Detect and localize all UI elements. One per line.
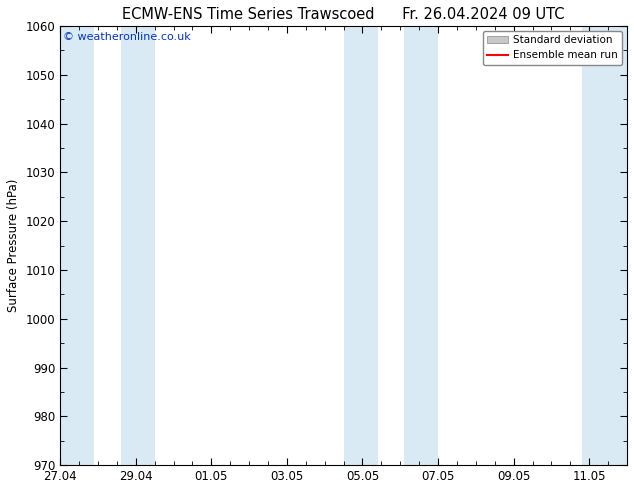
Bar xyxy=(582,26,627,465)
Y-axis label: Surface Pressure (hPa): Surface Pressure (hPa) xyxy=(7,179,20,312)
Bar xyxy=(404,26,438,465)
Legend: Standard deviation, Ensemble mean run: Standard deviation, Ensemble mean run xyxy=(482,31,622,65)
Text: © weatheronline.co.uk: © weatheronline.co.uk xyxy=(63,32,191,43)
Title: ECMW-ENS Time Series Trawscoed      Fr. 26.04.2024 09 UTC: ECMW-ENS Time Series Trawscoed Fr. 26.04… xyxy=(122,7,565,22)
Bar xyxy=(120,26,155,465)
Bar xyxy=(344,26,378,465)
Bar xyxy=(60,26,94,465)
